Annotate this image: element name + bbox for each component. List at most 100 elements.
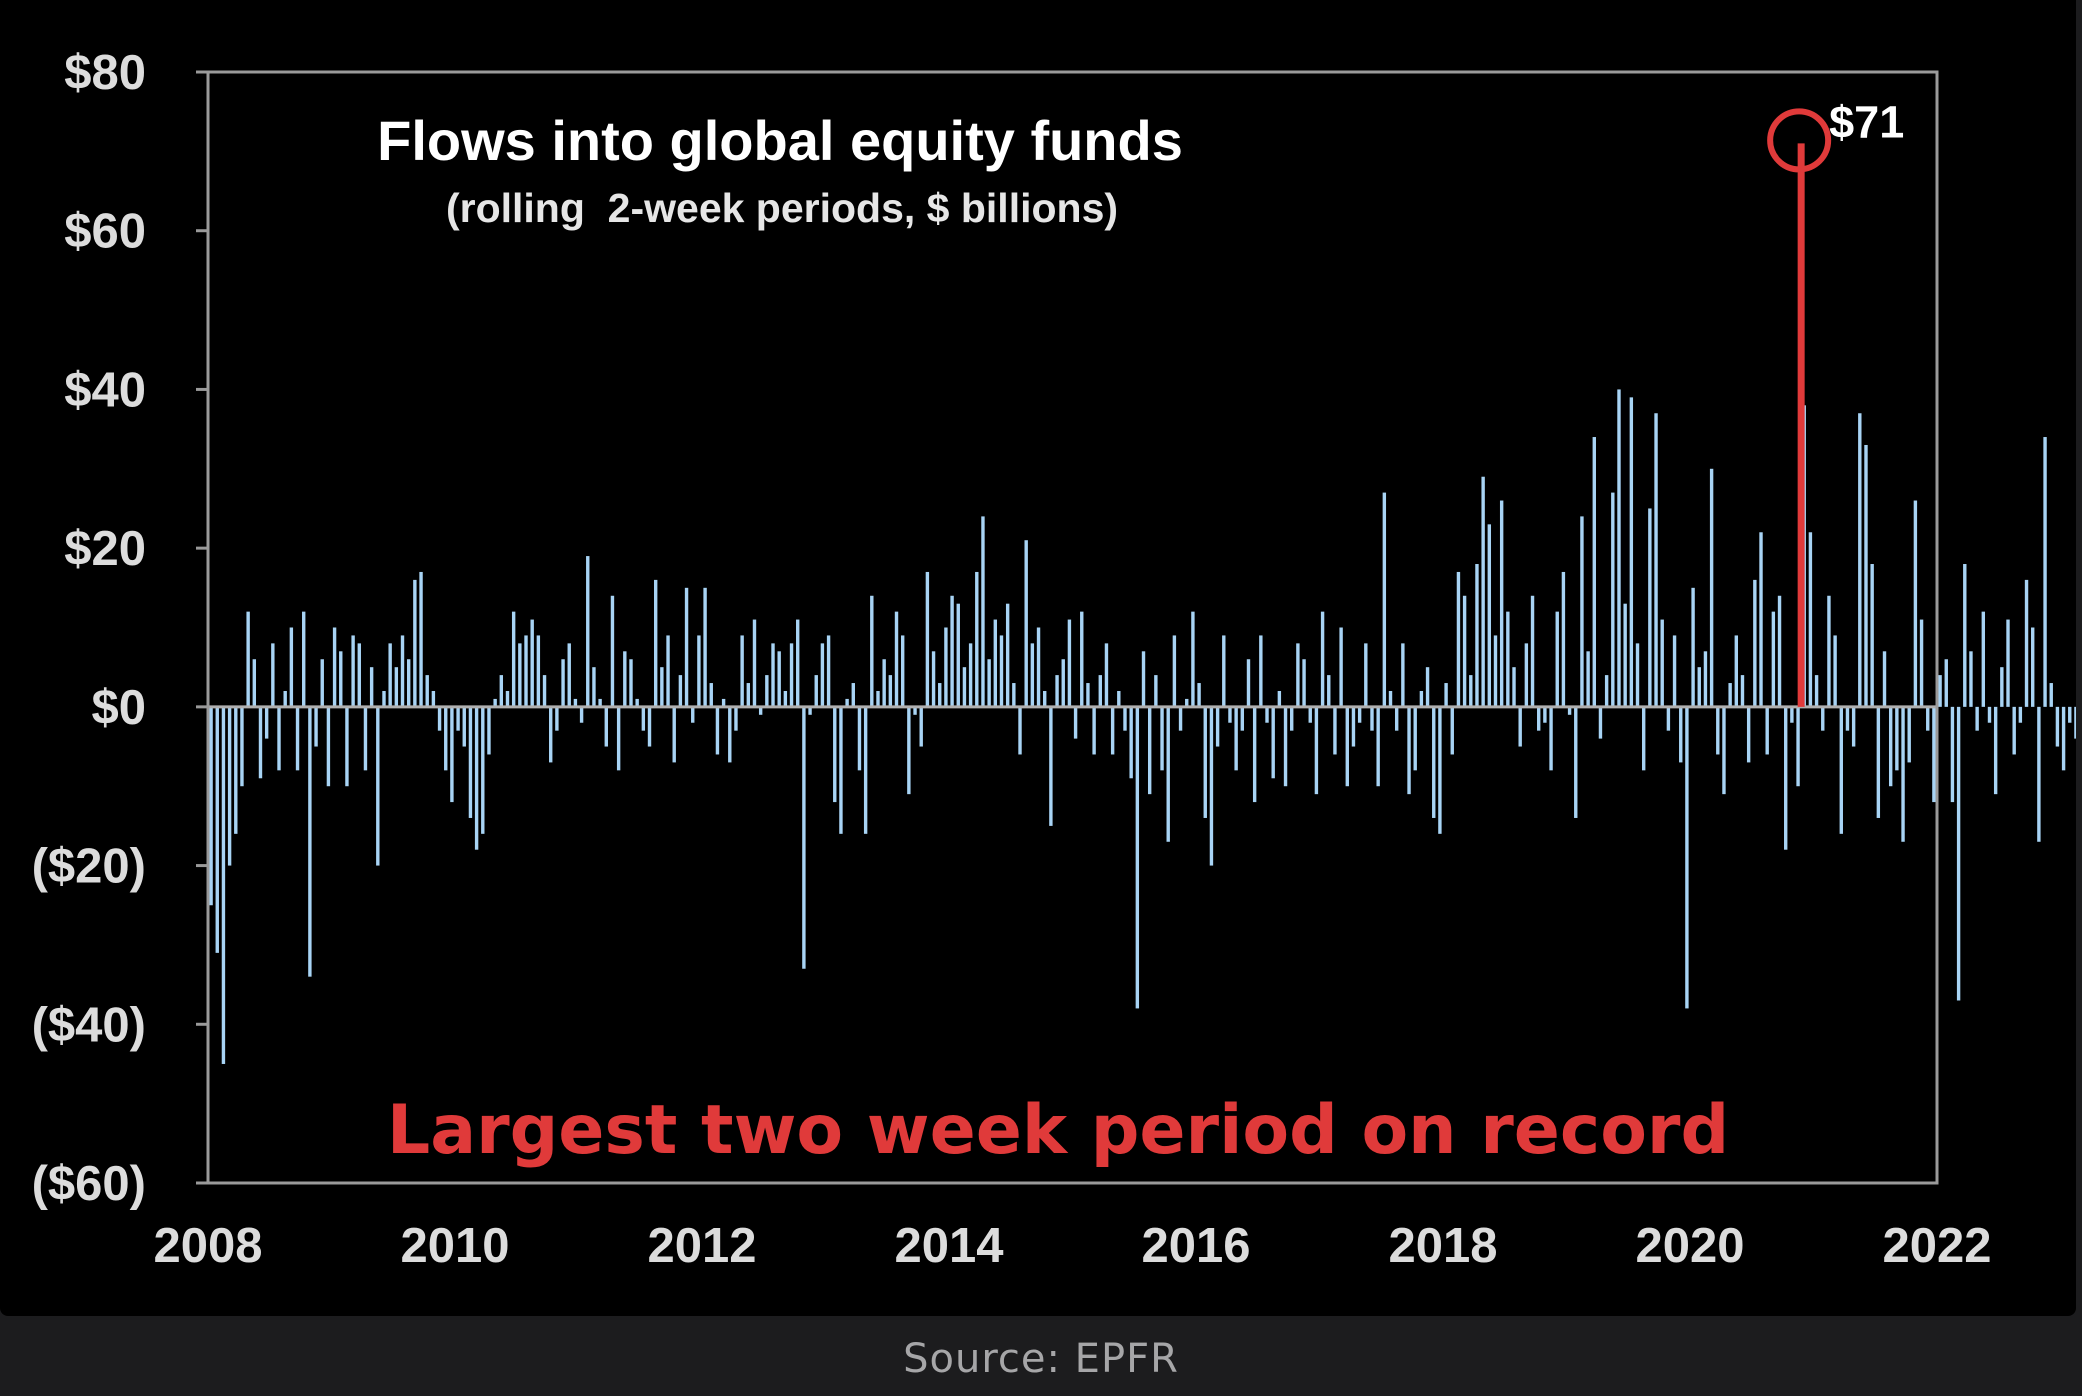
y-tick-label: $60: [64, 205, 146, 259]
flow-bar: [598, 698, 602, 707]
flow-bar: [1382, 492, 1387, 707]
flow-bar: [530, 619, 534, 707]
flow-bar: [666, 635, 670, 707]
flow-bar: [1530, 595, 1535, 707]
chart-panel: $80 $60 $40 $20 $0 ($20) ($40) ($60) 2008 2010 20…: [0, 0, 2076, 1316]
flow-bar: [1407, 706, 1411, 795]
flow-bar: [1790, 706, 1794, 723]
flow-bar: [1641, 706, 1646, 771]
flow-bar: [1160, 706, 1164, 771]
flow-bar: [1333, 706, 1337, 755]
flow-bar: [444, 706, 448, 771]
flow-bar: [2024, 579, 2029, 707]
flow-bar: [641, 706, 646, 731]
flow-bar: [1833, 635, 1837, 707]
flow-bar: [1475, 564, 1479, 707]
flow-bar: [678, 675, 683, 707]
flow-bar: [1753, 579, 1757, 707]
flow-bar: [1987, 706, 1992, 723]
flow-bar: [1339, 627, 1343, 707]
flow-bar: [357, 643, 361, 707]
flow-bar: [1376, 706, 1380, 787]
flow-bar: [1845, 706, 1850, 731]
flow-bar: [1771, 611, 1776, 707]
flow-bar: [944, 627, 948, 707]
flow-bar: [968, 643, 973, 707]
flow-bar: [802, 706, 806, 969]
flow-bar: [2037, 706, 2041, 842]
plot-frame: [206, 70, 1939, 1185]
flow-bar: [227, 706, 232, 866]
flow-bar: [925, 571, 930, 707]
flow-bar: [913, 706, 917, 715]
flow-bar: [882, 659, 886, 707]
flow-bar: [1691, 587, 1695, 707]
y-tick-label: $40: [64, 363, 146, 417]
flow-bar: [1271, 706, 1275, 779]
flow-bar: [2043, 437, 2047, 707]
source-text: Source: EPFR: [903, 1336, 1179, 1382]
flow-bar: [2049, 683, 2053, 707]
flow-bar: [1679, 706, 1683, 763]
flow-bar: [376, 706, 380, 866]
source-bar: Source: EPFR: [0, 1316, 2082, 1396]
flow-bar: [1685, 706, 1689, 1009]
flow-bar: [1086, 683, 1090, 707]
flow-bar: [2068, 706, 2072, 723]
flow-bar: [363, 706, 368, 771]
flow-bar: [1975, 706, 1979, 731]
flow-bar: [833, 706, 837, 803]
flow-bar: [1314, 706, 1319, 795]
flow-bar: [308, 706, 312, 977]
flow-bar: [1129, 706, 1133, 779]
flow-bar: [1147, 706, 1152, 795]
flow-bar: [524, 635, 528, 707]
flow-bar: [283, 690, 287, 707]
flow-bar: [1919, 619, 1924, 707]
flow-bar: [956, 603, 960, 707]
x-tick-label: 2020: [1635, 1219, 1744, 1273]
flow-bar: [1938, 675, 1942, 707]
flow-bar: [1345, 706, 1349, 787]
flow-bar: [1716, 706, 1720, 755]
flow-bar: [1746, 706, 1751, 763]
flow-bar: [468, 706, 473, 818]
flow-bar: [765, 675, 769, 707]
flow-bar: [351, 635, 355, 707]
flow-bar: [518, 643, 522, 707]
flow-bar: [1963, 564, 1967, 707]
flow-bar: [295, 706, 300, 771]
flow-bar: [1117, 690, 1121, 707]
flow-bar: [1444, 683, 1448, 707]
flow-bar: [579, 706, 584, 723]
flow-bar: [1197, 683, 1201, 707]
flow-bar: [907, 706, 911, 795]
flow-bar: [1901, 706, 1905, 842]
flow-bar: [1098, 675, 1102, 707]
flow-bar: [1036, 627, 1041, 707]
flow-bar: [623, 651, 627, 707]
flow-bar: [1061, 659, 1065, 707]
flow-bar: [1030, 643, 1035, 707]
flow-bar: [1956, 706, 1961, 1001]
flow-bar: [771, 643, 775, 707]
flow-bar: [425, 675, 429, 707]
flow-bar: [419, 571, 423, 707]
flow-bar: [1327, 675, 1331, 707]
flow-bar: [919, 706, 923, 747]
flow-bar: [987, 659, 991, 707]
flow-bar: [1043, 690, 1047, 707]
flow-bar: [1141, 651, 1146, 707]
flow-bar: [1703, 651, 1708, 707]
flow-bar: [1487, 524, 1492, 707]
flow-bar: [999, 635, 1004, 707]
flow-bar: [549, 706, 553, 763]
flow-bar: [2055, 706, 2060, 747]
flow-bar: [876, 690, 880, 707]
flow-bar: [1734, 635, 1739, 707]
flow-bar: [2061, 706, 2066, 771]
flow-bar: [1265, 706, 1269, 723]
flow-bar: [1203, 706, 1207, 818]
flow-bar: [1858, 413, 1862, 707]
flow-bar: [592, 667, 596, 707]
